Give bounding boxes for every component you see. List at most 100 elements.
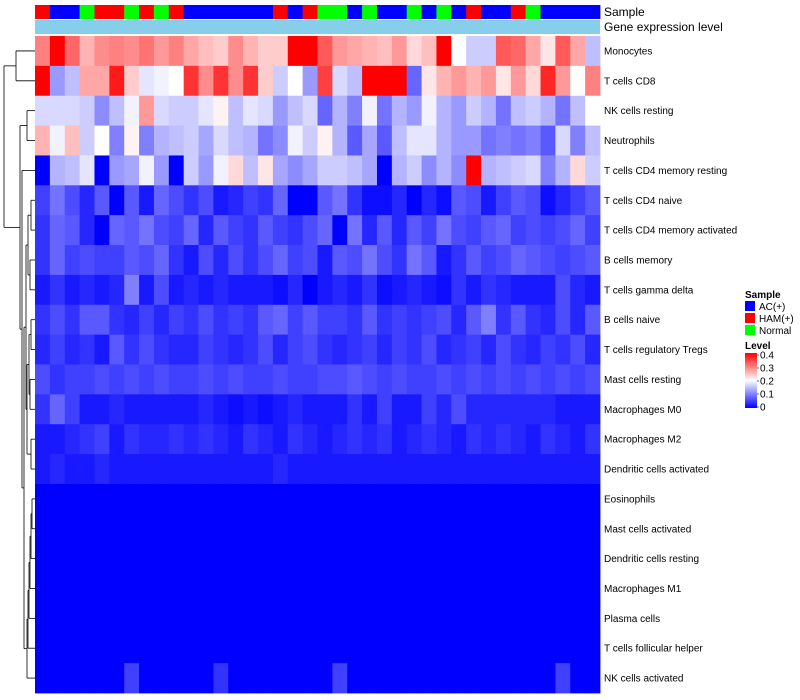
heatmap-cell xyxy=(347,663,363,694)
heatmap-cell xyxy=(436,394,452,425)
heatmap-cell xyxy=(35,274,51,306)
heatmap-cell xyxy=(362,65,378,97)
heatmap-cell xyxy=(555,483,571,515)
heatmap-cell xyxy=(555,543,571,574)
heatmap-cell xyxy=(35,334,51,365)
heatmap-cell xyxy=(540,65,556,97)
heatmap-cell xyxy=(183,454,199,485)
heatmap-cell xyxy=(347,424,363,455)
heatmap-cell xyxy=(302,334,318,365)
heatmap-cell xyxy=(183,394,199,425)
heatmap-cell xyxy=(406,274,422,306)
heatmap-cell xyxy=(540,215,556,246)
heatmap-cell xyxy=(109,394,125,425)
heatmap-cell xyxy=(436,125,452,156)
heatmap-cell xyxy=(139,424,155,455)
heatmap-cell xyxy=(451,215,467,246)
heatmap-cell xyxy=(49,125,66,156)
heatmap-cell xyxy=(228,304,244,336)
heatmap-cell xyxy=(49,454,66,485)
heatmap-cell xyxy=(258,245,274,276)
heatmap-cell xyxy=(317,364,333,395)
heatmap-cell xyxy=(213,663,229,694)
heatmap-cell xyxy=(183,65,199,97)
heatmap-cell xyxy=(406,334,422,365)
heatmap-cell xyxy=(391,573,408,604)
heatmap-cell xyxy=(272,633,289,664)
heatmap-cell xyxy=(168,245,185,276)
heatmap-cell xyxy=(109,483,125,515)
heatmap-cell xyxy=(421,603,437,634)
heatmap-cell xyxy=(362,663,378,694)
heatmap-cell xyxy=(466,304,482,336)
level-legend-title: Level xyxy=(745,341,771,352)
heatmap-cell xyxy=(49,36,66,67)
heatmap-cell xyxy=(510,155,527,186)
heatmap-cell xyxy=(139,304,155,336)
heatmap-cell xyxy=(317,334,333,365)
sample-legend-title: Sample xyxy=(745,290,781,301)
heatmap-cell xyxy=(317,155,333,186)
heatmap-cell xyxy=(585,185,601,216)
heatmap-cell xyxy=(376,454,393,485)
heatmap-cell xyxy=(168,424,185,455)
heatmap-cell xyxy=(302,65,318,97)
heatmap-cell xyxy=(585,215,601,246)
heatmap-cell xyxy=(540,454,556,485)
heatmap-cell xyxy=(391,65,408,97)
heatmap-cell xyxy=(570,483,586,515)
heatmap-cell xyxy=(198,36,214,67)
heatmap-cell xyxy=(243,274,259,306)
heatmap-cell xyxy=(49,394,66,425)
heatmap-cell xyxy=(124,36,140,67)
heatmap-cell xyxy=(540,36,556,67)
heatmap-cell xyxy=(436,185,452,216)
sample-annotation-cell xyxy=(481,5,497,19)
heatmap-cell xyxy=(332,215,348,246)
heatmap-cell xyxy=(228,185,244,216)
heatmap-cell xyxy=(347,215,363,246)
heatmap-cell xyxy=(168,483,185,515)
heatmap-cell xyxy=(153,65,170,97)
heatmap-cell xyxy=(555,334,571,365)
heatmap-cell xyxy=(183,274,199,306)
heatmap-cell xyxy=(64,603,81,634)
heatmap-cell xyxy=(124,304,140,336)
heatmap-cell xyxy=(555,603,571,634)
heatmap-cell xyxy=(109,304,125,336)
heatmap-cell xyxy=(451,573,467,604)
heatmap-cell xyxy=(183,155,199,186)
heatmap-cell xyxy=(228,215,244,246)
heatmap-cell xyxy=(243,513,259,545)
heatmap-cell xyxy=(436,513,452,545)
heatmap-cell xyxy=(302,483,318,515)
heatmap-cell xyxy=(168,394,185,425)
heatmap-cell xyxy=(198,454,214,485)
heatmap-cell xyxy=(555,274,571,306)
heatmap-cell xyxy=(153,364,170,395)
heatmap-cell xyxy=(451,663,467,694)
heatmap-cell xyxy=(362,424,378,455)
heatmap-cell xyxy=(79,573,95,604)
heatmap-cell xyxy=(525,603,541,634)
heatmap-cell xyxy=(332,155,348,186)
heatmap-cell xyxy=(213,424,229,455)
heatmap-cell xyxy=(183,364,199,395)
heatmap-cell xyxy=(332,424,348,455)
heatmap-cell xyxy=(495,36,512,67)
heatmap-cell xyxy=(243,304,259,336)
sample-legend-label: Normal xyxy=(759,326,791,337)
heatmap-cell xyxy=(35,245,51,276)
heatmap-cell xyxy=(451,65,467,97)
heatmap-cell xyxy=(168,364,185,395)
heatmap-cell xyxy=(94,394,110,425)
heatmap-cell xyxy=(124,543,140,574)
heatmap-cell xyxy=(362,36,378,67)
sample-annotation-bar xyxy=(35,5,601,19)
row-label: Neutrophils xyxy=(604,136,655,147)
heatmap-cell xyxy=(302,155,318,186)
heatmap-cell xyxy=(585,155,601,186)
heatmap-cell xyxy=(391,245,408,276)
heatmap-cell xyxy=(168,633,185,664)
heatmap-cell xyxy=(406,185,422,216)
